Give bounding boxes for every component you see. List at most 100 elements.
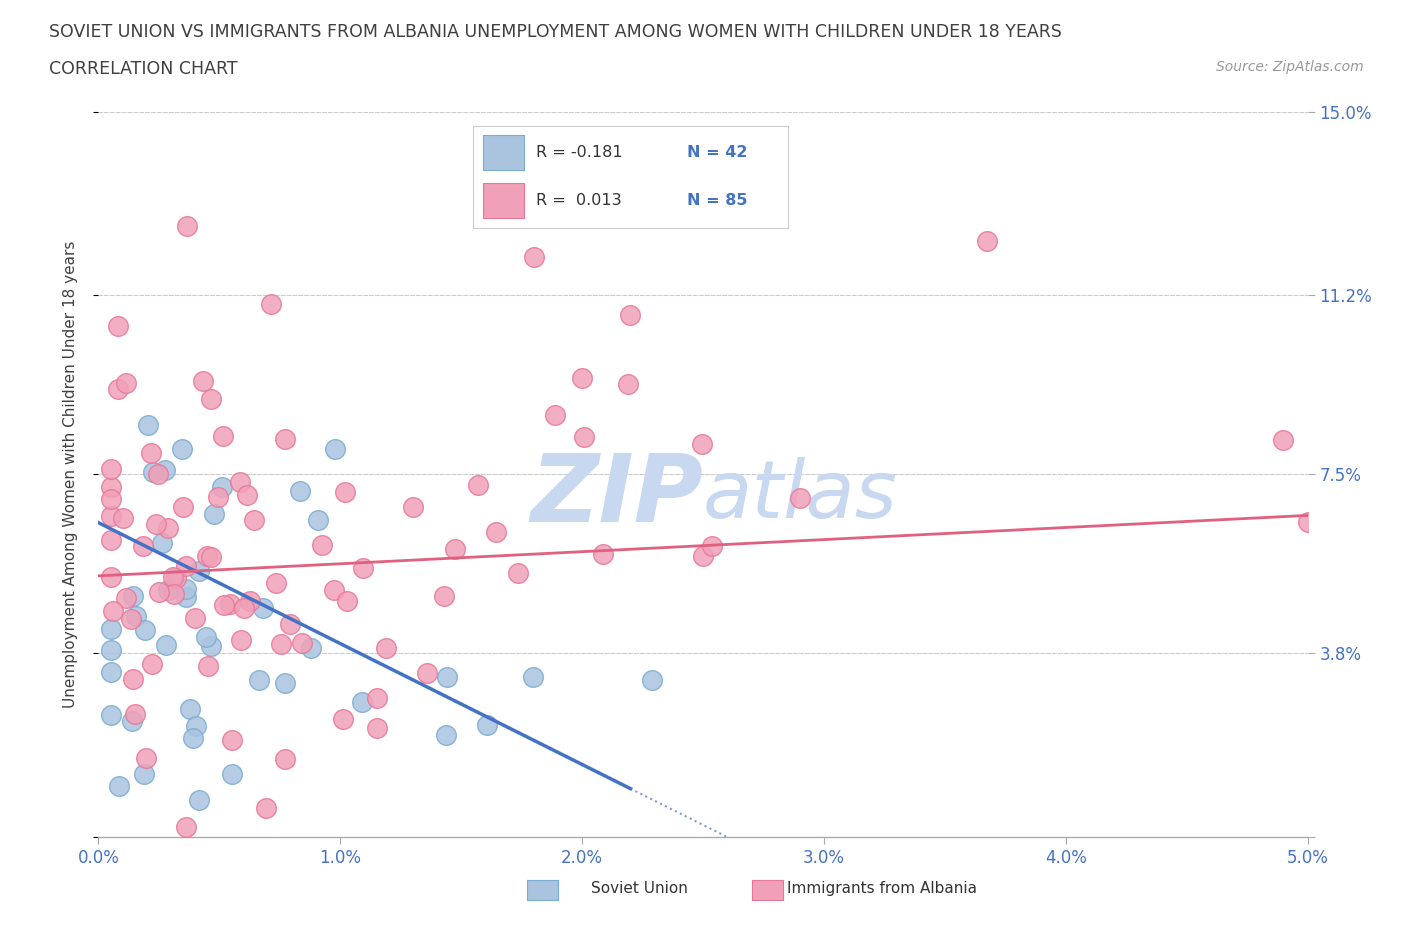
Point: [475, 717, 498, 732]
Point: [163, 587, 186, 602]
Point: [141, 657, 163, 671]
Point: [174, 582, 197, 597]
Point: [508, 565, 530, 580]
Point: [332, 711, 354, 726]
Point: [641, 672, 664, 687]
Point: [200, 550, 222, 565]
Point: [311, 538, 333, 552]
Y-axis label: Unemployment Among Women with Children Under 18 years: Unemployment Among Women with Children U…: [63, 241, 77, 708]
Point: [467, 478, 489, 493]
Point: [260, 297, 283, 312]
Point: [145, 516, 167, 531]
Point: [174, 590, 197, 604]
Text: SOVIET UNION VS IMMIGRANTS FROM ALBANIA UNEMPLOYMENT AMONG WOMEN WITH CHILDREN U: SOVIET UNION VS IMMIGRANTS FROM ALBANIA …: [49, 23, 1062, 41]
Point: [700, 538, 723, 553]
Point: [121, 671, 143, 686]
Point: [207, 489, 229, 504]
Point: [134, 622, 156, 637]
Point: [115, 591, 138, 605]
Point: [236, 487, 259, 502]
Point: [112, 511, 135, 525]
Point: [186, 719, 208, 734]
Point: [197, 659, 219, 674]
Point: [291, 635, 314, 650]
Point: [172, 499, 194, 514]
Point: [100, 642, 122, 657]
Point: [200, 639, 222, 654]
Point: [333, 485, 356, 499]
Text: CORRELATION CHART: CORRELATION CHART: [49, 60, 238, 78]
Point: [274, 751, 297, 766]
Point: [211, 479, 233, 494]
Point: [179, 701, 201, 716]
Point: [270, 636, 292, 651]
Point: [592, 547, 614, 562]
Point: [366, 721, 388, 736]
Point: [176, 219, 198, 233]
Point: [616, 377, 638, 392]
Text: Source: ZipAtlas.com: Source: ZipAtlas.com: [1216, 60, 1364, 74]
Point: [155, 637, 177, 652]
Point: [131, 538, 153, 553]
Point: [120, 612, 142, 627]
Point: [100, 492, 122, 507]
Point: [174, 558, 197, 573]
Point: [485, 525, 508, 539]
Point: [307, 512, 329, 527]
Point: [132, 766, 155, 781]
Point: [100, 532, 122, 547]
Point: [124, 706, 146, 721]
Point: [125, 608, 148, 623]
Point: [323, 441, 346, 456]
Point: [444, 541, 467, 556]
Point: [416, 666, 439, 681]
Point: [299, 641, 322, 656]
Point: [174, 820, 197, 835]
Point: [100, 508, 122, 523]
Point: [181, 730, 204, 745]
Point: [156, 582, 179, 597]
Text: Immigrants from Albania: Immigrants from Albania: [787, 881, 977, 896]
Point: [352, 560, 374, 575]
Point: [619, 307, 641, 322]
Point: [690, 437, 713, 452]
Point: [148, 466, 170, 481]
Point: [221, 766, 243, 781]
Point: [229, 474, 252, 489]
Point: [221, 733, 243, 748]
Point: [107, 381, 129, 396]
Point: [264, 576, 287, 591]
Point: [188, 792, 211, 807]
Point: [366, 690, 388, 705]
Point: [114, 376, 136, 391]
Point: [254, 801, 277, 816]
Point: [278, 617, 301, 631]
Point: [100, 569, 122, 584]
Point: [100, 708, 122, 723]
Point: [135, 751, 157, 765]
Point: [252, 600, 274, 615]
Text: ZIP: ZIP: [530, 450, 703, 542]
Point: [1272, 433, 1295, 448]
Point: [436, 670, 458, 684]
Point: [402, 500, 425, 515]
Point: [274, 675, 297, 690]
Point: [1296, 514, 1319, 529]
Point: [100, 462, 122, 477]
Point: [100, 664, 122, 679]
Point: [108, 778, 131, 793]
Point: [352, 695, 374, 710]
Point: [433, 589, 456, 604]
Text: atlas: atlas: [703, 457, 898, 535]
Point: [247, 673, 270, 688]
Point: [121, 713, 143, 728]
Point: [522, 670, 544, 684]
Point: [194, 630, 217, 644]
Point: [153, 463, 176, 478]
Point: [191, 374, 214, 389]
Point: [162, 570, 184, 585]
Point: [572, 430, 595, 445]
Point: [544, 407, 567, 422]
Point: [202, 507, 225, 522]
Point: [242, 512, 264, 527]
